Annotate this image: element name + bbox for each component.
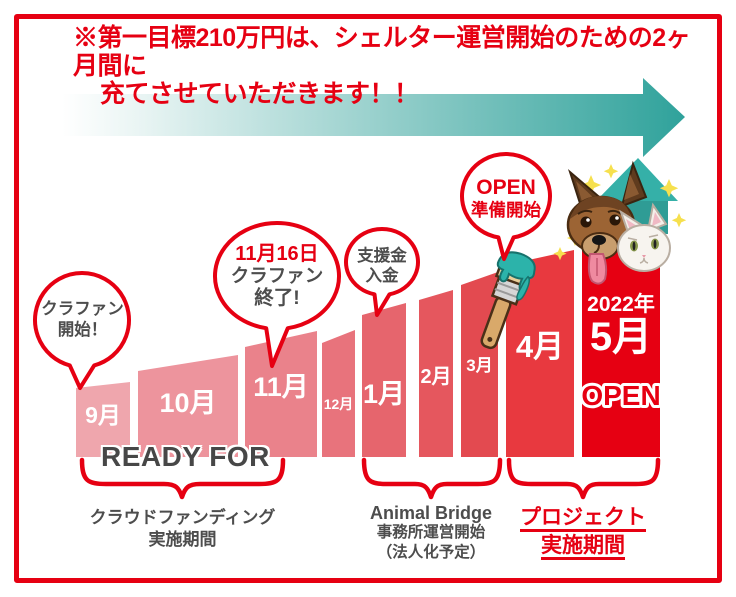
month-label-january: 1月 [362, 379, 406, 409]
period-braces [79, 457, 661, 500]
month-label-september: 9月 [85, 402, 121, 428]
bar-november [245, 331, 317, 457]
speech-bubbles [33, 152, 552, 390]
final-bar-open: OPEN [581, 380, 660, 411]
bubble-open-line1: OPEN [476, 176, 536, 199]
bubble-end-line2: 終了! [254, 287, 300, 309]
brace-project [506, 457, 661, 500]
brace-office [361, 457, 503, 500]
bubble-start-line1: クラファン [41, 300, 124, 318]
month-label-february: 2月 [420, 366, 452, 388]
brace-crowdfunding [79, 457, 286, 500]
bubble-funds-shape [344, 227, 420, 317]
bar-october [138, 355, 238, 457]
bubble-start-line2: 開始！ [57, 321, 108, 339]
dog-illustration [566, 160, 648, 285]
period-office: Animal Bridge 事務所運営開始 （法人化予定） [353, 503, 509, 563]
bubble-start: クラファン 開始！ [35, 299, 130, 341]
period-project-line2: 実施期間 [541, 534, 625, 557]
bar-may [582, 248, 660, 457]
bubble-funds: 支援金 入金 [346, 246, 418, 286]
bubble-end: 11月16日 クラファン 終了! [214, 243, 340, 309]
final-bar-open-wrap: OPEN [578, 372, 664, 421]
bar-january [362, 303, 406, 457]
month-label-october: 10月 [159, 388, 217, 418]
period-office-line3: （法人化予定） [376, 544, 486, 561]
bubble-open-shape [460, 152, 552, 261]
bubble-funds-line2: 入金 [365, 267, 399, 285]
period-project: プロジェクト 実施期間 [508, 504, 658, 560]
bubble-open-prep: OPEN 準備開始 [461, 176, 551, 221]
bar-february [419, 290, 453, 457]
goal-note: ※第一目標210万円は、シェルター運営開始のための2ヶ月間に 充てさせていただき… [73, 24, 713, 108]
page-border [14, 14, 722, 583]
final-bar-month: 5月 [589, 315, 653, 359]
bubble-funds-line1: 支援金 [357, 247, 407, 265]
bubble-end-date: 11月16日 [235, 243, 319, 265]
final-bar-year: 2022年 [587, 293, 655, 316]
right-arrow-icon [62, 78, 685, 157]
bubble-open-line2: 準備開始 [471, 200, 541, 220]
period-project-line1: プロジェクト [520, 506, 646, 529]
bubble-end-line1: クラファン [230, 265, 324, 286]
bubble-start-shape [33, 271, 131, 390]
period-crowdfunding: クラウドファンディング 実施期間 [80, 507, 285, 551]
bar-april [506, 250, 574, 457]
paintbrush-icon [480, 251, 536, 350]
period-office-line2: 事務所運営開始 [376, 524, 486, 541]
period-office-line1: Animal Bridge [369, 503, 493, 523]
goal-note-line1: ※第一目標210万円は、シェルター運営開始のための2ヶ月間に [73, 24, 691, 80]
goal-note-line2: 充てさせていただきます！！ [100, 80, 419, 108]
bar-september [76, 382, 130, 457]
month-label-november: 11月 [253, 372, 309, 402]
month-label-december: 12月 [323, 396, 354, 412]
period-crowdfunding-line2: 実施期間 [148, 530, 217, 549]
month-label-march: 3月 [466, 356, 493, 375]
month-bars [76, 248, 660, 457]
bubble-end-shape [213, 221, 341, 368]
bar-december [322, 330, 355, 457]
month-label-april: 4月 [515, 329, 565, 364]
open-outlined-text: OPEN [578, 377, 663, 414]
cat-illustration [617, 202, 671, 272]
period-crowdfunding-line1: クラウドファンディング [89, 508, 276, 527]
platform-label: READY FOR [101, 441, 270, 472]
